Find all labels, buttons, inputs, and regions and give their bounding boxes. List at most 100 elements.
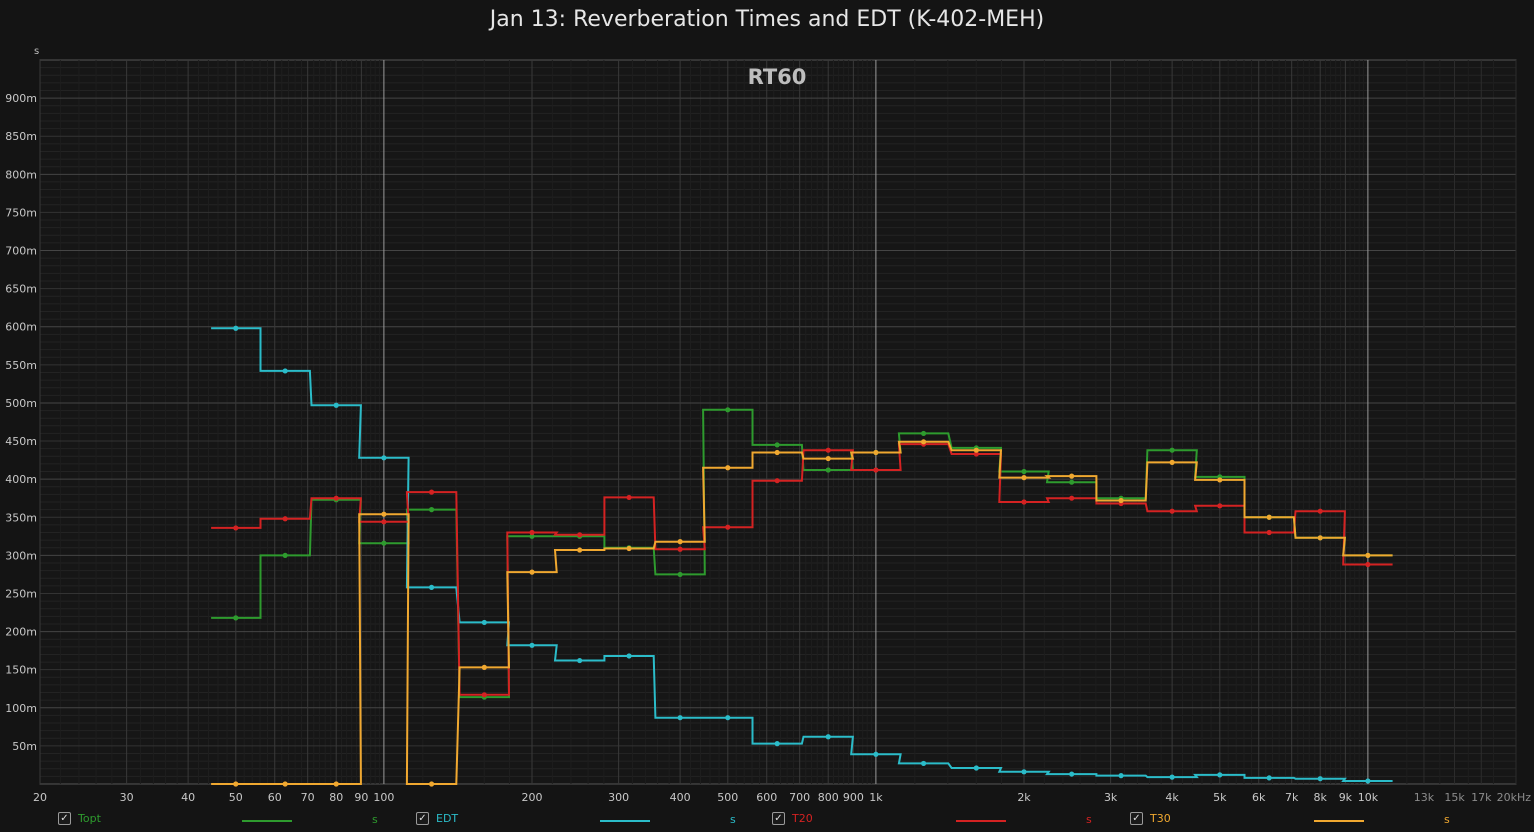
data-point-t30: [1118, 497, 1124, 504]
data-point-edt: [1169, 774, 1175, 780]
y-tick-label: 100m: [5, 702, 37, 715]
data-point-edt: [973, 765, 979, 771]
legend-label-t20: T20: [792, 812, 813, 825]
data-point-edt: [873, 751, 879, 757]
data-point-edt: [1021, 769, 1027, 775]
y-tick-label: 250m: [5, 587, 37, 600]
data-point-edt: [825, 734, 831, 740]
x-tick-label: 800: [818, 791, 839, 804]
data-point-topt: [920, 430, 927, 437]
data-point-t20: [626, 494, 632, 501]
x-tick-label: 400: [670, 791, 691, 804]
data-point-t20: [1365, 561, 1371, 568]
data-point-t30: [1217, 477, 1223, 483]
data-point-t20: [1169, 508, 1175, 514]
x-tick-label: 4k: [1165, 791, 1179, 804]
data-point-t20: [973, 451, 979, 457]
data-point-edt: [529, 642, 535, 648]
series-line-t20: [211, 443, 1393, 696]
y-tick-label: 150m: [5, 664, 37, 677]
x-tick-label: 900: [843, 791, 864, 804]
data-point-edt: [677, 715, 683, 721]
data-point-t30: [825, 455, 831, 462]
y-tick-label: 300m: [5, 549, 37, 562]
data-point-edt: [428, 584, 435, 590]
data-point-t30: [1266, 514, 1272, 520]
x-tick-label: 5k: [1213, 791, 1227, 804]
data-point-t30: [725, 465, 731, 471]
data-point-edt: [1069, 771, 1075, 777]
series-lines: [211, 327, 1393, 785]
data-point-edt: [333, 402, 339, 408]
x-tick-label: 700: [789, 791, 810, 804]
data-point-t20: [428, 489, 435, 495]
data-point-t30: [529, 569, 535, 575]
data-point-t30: [333, 781, 339, 787]
data-point-t30: [381, 511, 387, 517]
x-tick-label: 15k: [1444, 791, 1465, 804]
data-point-topt: [725, 407, 731, 413]
data-point-edt: [282, 368, 288, 374]
y-tick-label: 700m: [5, 245, 37, 258]
data-point-topt: [825, 467, 831, 473]
x-tick-label: 7k: [1285, 791, 1299, 804]
legend-label-t30: T30: [1150, 812, 1171, 825]
data-point-t30: [973, 447, 979, 453]
data-point-topt: [282, 552, 288, 558]
data-point-edt: [626, 653, 632, 659]
x-tick-label: 20: [33, 791, 47, 804]
data-point-topt: [774, 442, 780, 448]
y-tick-label: 350m: [5, 511, 37, 524]
x-tick-label: 10k: [1358, 791, 1379, 804]
y-tick-label: 550m: [5, 359, 37, 372]
legend-checkbox-t20[interactable]: ✓: [772, 812, 785, 825]
chart-title: Jan 13: Reverberation Times and EDT (K-4…: [489, 7, 1045, 32]
x-tick-label: 200: [522, 791, 543, 804]
x-tick-label: 100: [373, 791, 394, 804]
data-point-t20: [677, 546, 683, 552]
data-point-t30: [1069, 473, 1075, 479]
data-point-t20: [282, 516, 288, 522]
data-point-t30: [677, 539, 683, 545]
y-tick-label: 800m: [5, 168, 37, 181]
data-point-t30: [774, 449, 780, 456]
y-tick-label: 850m: [5, 130, 37, 143]
data-point-topt: [1021, 468, 1027, 475]
legend-unit-edt: s: [730, 813, 736, 826]
legend-checkbox-edt[interactable]: ✓: [416, 812, 429, 825]
y-tick-label: 500m: [5, 397, 37, 410]
x-tick-label: 9k: [1339, 791, 1353, 804]
data-point-t30: [626, 545, 632, 552]
legend-swatch-t20: [956, 820, 1006, 822]
legend-unit-t20: s: [1086, 813, 1092, 826]
legend-swatch-t30: [1314, 820, 1364, 822]
x-tick-label: 80: [329, 791, 343, 804]
data-point-topt: [428, 507, 435, 513]
y-tick-label: 600m: [5, 321, 37, 334]
data-point-t20: [1317, 508, 1323, 514]
data-point-t30: [1365, 552, 1371, 558]
data-point-t20: [774, 478, 780, 484]
data-point-t30: [428, 781, 435, 787]
x-tick-label: 500: [717, 791, 738, 804]
series-points: [233, 325, 1371, 787]
legend-checkbox-topt[interactable]: ✓: [58, 812, 71, 825]
y-tick-label: 900m: [5, 92, 37, 105]
x-tick-label: 600: [756, 791, 777, 804]
x-tick-label: 6k: [1252, 791, 1266, 804]
data-point-t20: [381, 519, 387, 525]
x-tick-label: 13k: [1414, 791, 1435, 804]
data-point-t30: [873, 449, 879, 456]
x-tick-label: 20kHz: [1497, 791, 1532, 804]
data-point-t20: [873, 467, 879, 473]
legend-checkbox-t30[interactable]: ✓: [1130, 812, 1143, 825]
data-point-edt: [1217, 772, 1223, 778]
data-point-t30: [920, 439, 927, 445]
legend-swatch-edt: [600, 820, 650, 822]
data-point-topt: [381, 540, 387, 546]
data-point-topt: [1169, 447, 1175, 453]
data-point-edt: [233, 325, 239, 331]
data-point-edt: [774, 741, 780, 747]
data-point-edt: [577, 657, 583, 664]
